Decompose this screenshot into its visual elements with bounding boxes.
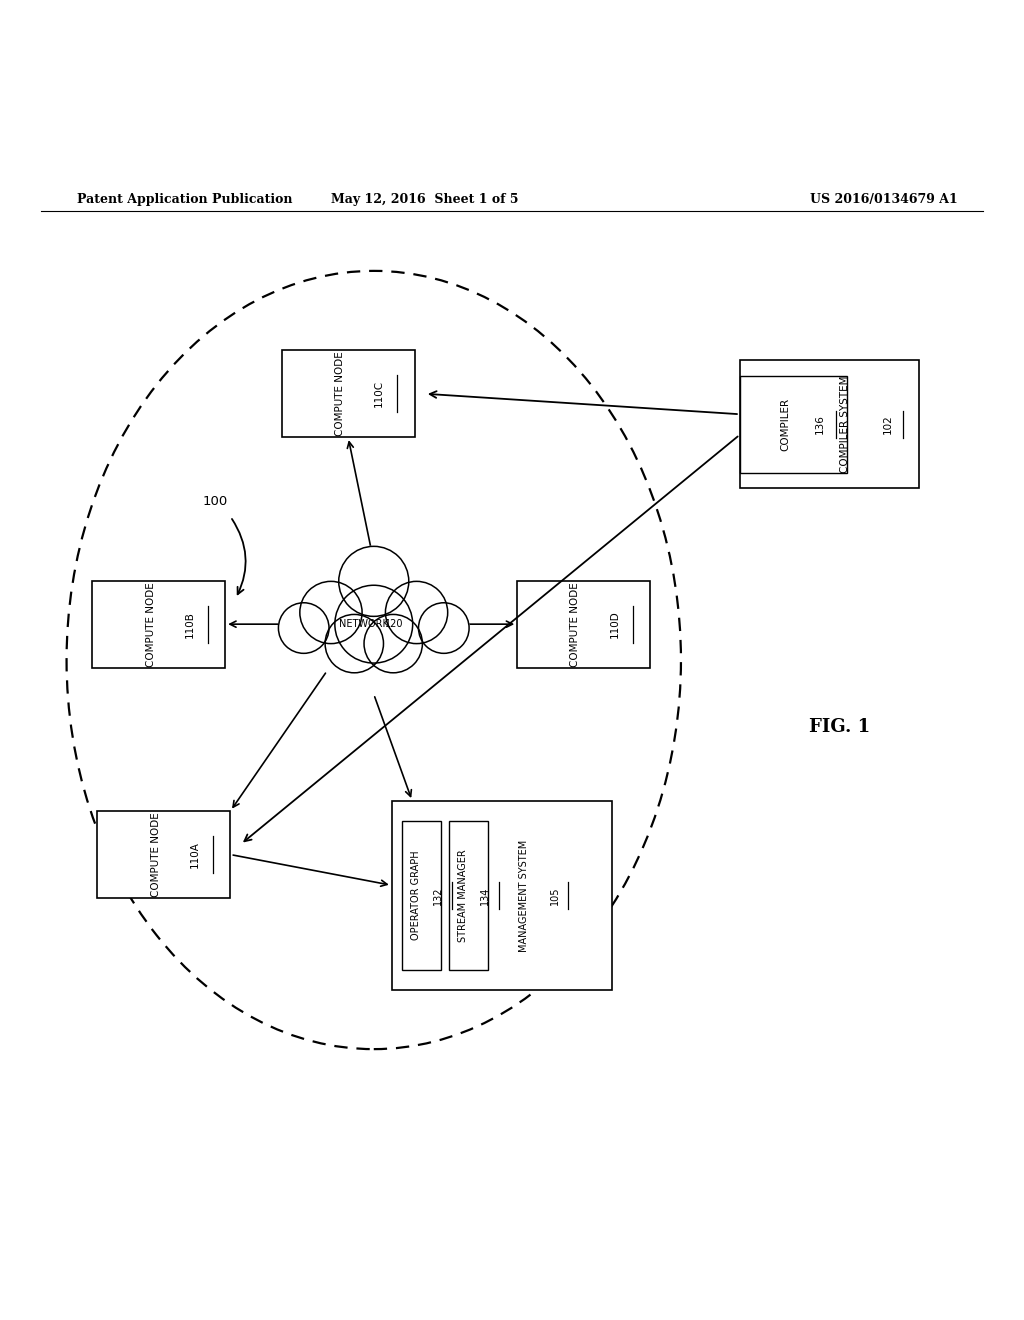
Text: 134: 134: [480, 886, 489, 904]
Text: COMPILER SYSTEM: COMPILER SYSTEM: [840, 376, 850, 474]
Text: STREAM MANAGER: STREAM MANAGER: [459, 849, 468, 942]
Circle shape: [300, 581, 362, 644]
Text: COMPILER: COMPILER: [780, 397, 791, 451]
FancyBboxPatch shape: [282, 350, 415, 437]
FancyBboxPatch shape: [391, 801, 612, 990]
Text: COMPUTE NODE: COMPUTE NODE: [145, 582, 156, 667]
Text: FIG. 1: FIG. 1: [809, 718, 870, 735]
Circle shape: [339, 546, 409, 616]
FancyBboxPatch shape: [92, 581, 225, 668]
Text: 110D: 110D: [609, 610, 620, 638]
Text: 110A: 110A: [189, 841, 200, 869]
FancyBboxPatch shape: [401, 821, 440, 970]
Text: 120: 120: [385, 619, 403, 630]
Circle shape: [335, 585, 413, 663]
Text: NETWORK: NETWORK: [339, 619, 388, 630]
Text: May 12, 2016  Sheet 1 of 5: May 12, 2016 Sheet 1 of 5: [331, 193, 519, 206]
Text: COMPUTE NODE: COMPUTE NODE: [570, 582, 581, 667]
Text: US 2016/0134679 A1: US 2016/0134679 A1: [810, 193, 957, 206]
Circle shape: [419, 603, 469, 653]
Text: 132: 132: [433, 886, 442, 904]
Text: COMPUTE NODE: COMPUTE NODE: [151, 812, 161, 896]
Text: 136: 136: [815, 414, 825, 434]
Text: COMPUTE NODE: COMPUTE NODE: [335, 351, 345, 436]
Text: OPERATOR GRAPH: OPERATOR GRAPH: [412, 850, 421, 940]
FancyBboxPatch shape: [97, 810, 230, 898]
FancyBboxPatch shape: [449, 821, 487, 970]
Circle shape: [326, 614, 383, 673]
Circle shape: [279, 603, 329, 653]
FancyBboxPatch shape: [739, 360, 920, 488]
Text: 100: 100: [203, 495, 227, 508]
Text: 102: 102: [883, 414, 893, 434]
Text: Patent Application Publication: Patent Application Publication: [77, 193, 292, 206]
Circle shape: [365, 614, 422, 673]
Text: 110B: 110B: [184, 611, 195, 638]
Text: 110C: 110C: [374, 380, 384, 408]
FancyBboxPatch shape: [517, 581, 650, 668]
Circle shape: [385, 581, 447, 644]
Text: MANAGEMENT SYSTEM: MANAGEMENT SYSTEM: [519, 840, 529, 952]
Text: 105: 105: [550, 886, 560, 904]
FancyBboxPatch shape: [739, 376, 848, 473]
